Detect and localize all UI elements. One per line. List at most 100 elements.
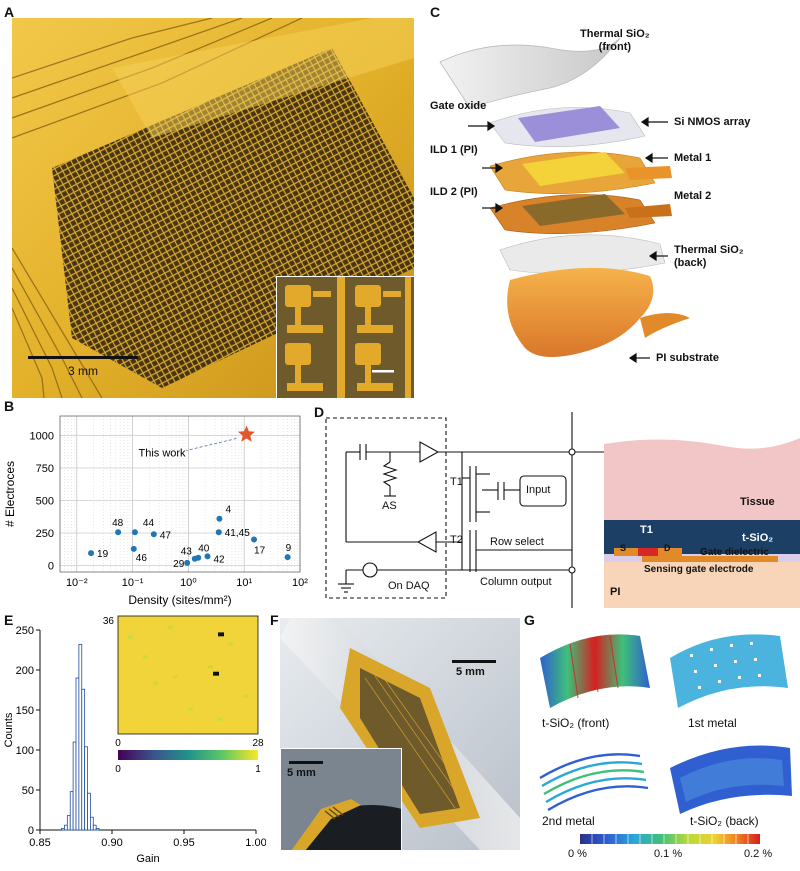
y-tick-label: 0 <box>28 825 34 837</box>
label-ild1: ILD 1 (PI) <box>430 144 478 156</box>
data-point <box>284 554 291 561</box>
heatmap-cell <box>153 681 158 685</box>
panel-d-circuit: AS T1 T2 Input Row select Column output … <box>320 412 800 608</box>
y-tick-label: 250 <box>36 528 54 540</box>
label-row-select: Row select <box>490 536 544 548</box>
heatmap-cell <box>143 655 148 659</box>
label-g-metal1: 1st metal <box>688 716 737 730</box>
label-on-daq: On DAQ <box>388 580 430 592</box>
histogram-bar <box>61 827 65 831</box>
label-column-output: Column output <box>480 576 552 588</box>
panel-b-scatter-chart: 0 250 500 750 1000 10⁻² 10⁻¹ 10⁰ 10¹ 10² Density (… <box>0 404 312 608</box>
data-point <box>216 515 223 522</box>
label-xsec-t1: T1 <box>640 524 653 536</box>
panel-f-inset: 5 mm <box>280 748 402 850</box>
this-work-star <box>237 425 256 442</box>
label-ild2: ILD 2 (PI) <box>430 186 478 198</box>
data-point-label: 48 <box>112 518 124 529</box>
x-axis-label: Gain <box>136 853 159 865</box>
label-drain: D <box>664 543 671 553</box>
histogram-bar <box>66 815 71 831</box>
colorbar-tick-2: 0.2 % <box>744 848 773 860</box>
strain-colorbar <box>580 834 760 844</box>
panel-f-scale-bar <box>452 660 496 663</box>
label-sensing-gate: Sensing gate electrode <box>644 564 754 575</box>
panel-label-c: C <box>430 4 441 20</box>
data-point-label: 47 <box>160 530 172 541</box>
heatmap-cell <box>173 675 178 679</box>
label-g-metal2: 2nd metal <box>542 814 595 828</box>
data-point-label: 46 <box>136 553 148 564</box>
label-source: S <box>620 543 627 553</box>
y-axis-label: # Electroces <box>3 461 17 527</box>
data-point-label: 42 <box>214 554 226 565</box>
x-tick-label: 0.90 <box>101 837 122 849</box>
data-point <box>184 559 191 566</box>
layer-stack-illustration <box>439 37 690 364</box>
x-tick-label: 10⁰ <box>180 577 197 589</box>
label-si-nmos-array: Si NMOS array <box>674 116 751 128</box>
histogram-bar <box>92 824 97 831</box>
label-g-front: t-SiO₂ (front) <box>542 716 610 730</box>
inset-f-scale-label: 5 mm <box>287 767 316 779</box>
panel-a-inset <box>276 276 414 398</box>
histogram-bar <box>72 741 77 831</box>
thermal-sio2-front-layer <box>439 37 621 109</box>
colorbar-max-label: 1 <box>255 764 261 775</box>
data-point-label: 9 <box>286 543 292 554</box>
data-point-label: 17 <box>254 546 266 557</box>
strain-map-metal1 <box>670 634 788 708</box>
heatmap-cell <box>218 717 223 721</box>
x-tick-label: 10¹ <box>236 577 252 589</box>
heatmap-colorbar <box>118 750 258 760</box>
data-point <box>215 529 222 536</box>
metal2-layer <box>522 194 625 226</box>
colorbar-min-label: 0 <box>115 764 121 775</box>
label-as: AS <box>382 500 397 512</box>
thermal-sio2-back-layer <box>499 234 666 274</box>
this-work-leader <box>186 438 237 451</box>
x-tick-label: 10⁻² <box>66 577 88 589</box>
histogram-bar <box>78 643 83 831</box>
heatmap-x-tick-right: 28 <box>252 738 264 749</box>
heatmap-x-tick-left: 0 <box>115 738 121 749</box>
y-tick-label: 750 <box>36 463 54 475</box>
y-tick-label: 50 <box>22 785 34 797</box>
data-point <box>150 531 157 538</box>
heatmap-cell <box>188 707 193 712</box>
strain-map-metal2 <box>539 753 649 812</box>
panel-label-b: B <box>4 398 15 414</box>
heatmap-cell <box>208 665 213 669</box>
metal1-layer <box>522 152 625 186</box>
data-point-label: 29 <box>173 559 185 570</box>
label-metal2: Metal 2 <box>674 190 712 202</box>
label-t1: T1 <box>450 476 463 488</box>
x-tick-label: 0.95 <box>173 837 194 849</box>
data-point <box>130 545 137 552</box>
panel-a-scale-label: 3 mm <box>68 364 98 378</box>
y-tick-label: 500 <box>36 496 54 508</box>
data-point-label: 44 <box>143 518 155 529</box>
panel-label-a: A <box>4 4 15 20</box>
x-tick-label: 10² <box>292 577 308 589</box>
heatmap-cell <box>128 635 133 639</box>
label-gate-oxide: Gate oxide <box>430 100 487 112</box>
strain-simulation-svg <box>539 634 792 844</box>
label-gate-dielectric: Gate dielectric <box>700 547 769 558</box>
heatmap-cell <box>168 625 173 630</box>
histogram-bar <box>87 792 91 831</box>
device-cross-section: Tissue T1 t-SiO₂ S D Gate dielectric Sen… <box>604 430 800 608</box>
si-nmos-array-layer <box>518 106 620 142</box>
heatmap-background <box>117 615 259 735</box>
y-tick-label: 1000 <box>30 431 54 443</box>
data-point-label: 19 <box>97 549 109 560</box>
histogram-bar <box>84 746 88 831</box>
panel-c-exploded-view: Thermal SiO₂ (front) Gate oxide Si NMOS … <box>430 18 800 400</box>
y-axis-label: Counts <box>3 712 15 747</box>
label-thermal-sio2-front: Thermal SiO₂ (front) <box>580 28 650 53</box>
panel-label-g: G <box>524 612 535 628</box>
heatmap-dead-pixel <box>218 632 224 637</box>
panel-label-e: E <box>4 612 14 628</box>
histogram-bar <box>75 677 80 831</box>
histogram-bar <box>69 791 74 831</box>
